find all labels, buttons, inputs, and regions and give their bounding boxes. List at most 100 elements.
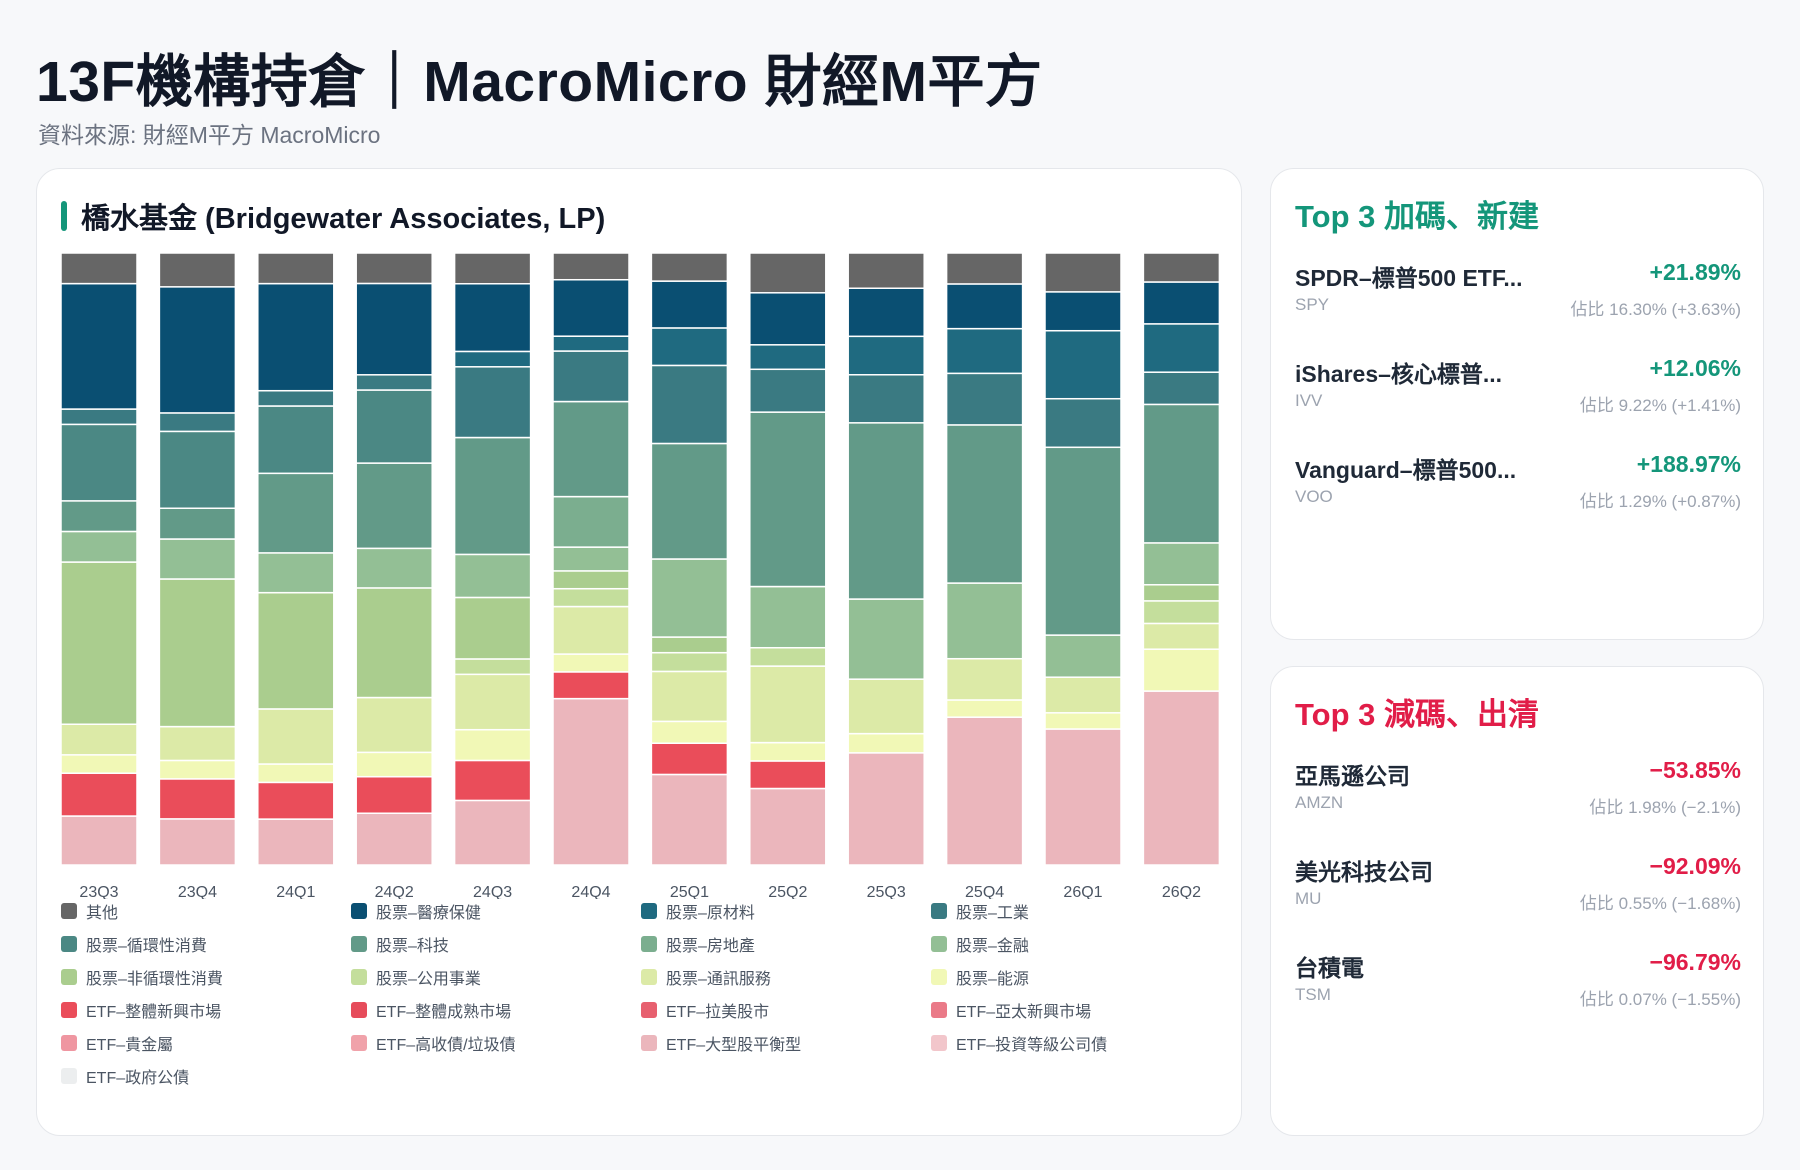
bar-segment-25Q1-20[interactable]	[650, 252, 729, 282]
bar-segment-24Q4-18[interactable]	[552, 335, 630, 352]
bar-segment-25Q4-17[interactable]	[945, 372, 1024, 426]
legend-item[interactable]: 股票–通訊服務	[641, 966, 931, 988]
legend-item[interactable]: 股票–工業	[931, 900, 1221, 922]
bar-segment-23Q4-2[interactable]	[158, 818, 237, 866]
bar-segment-24Q3-15[interactable]	[453, 436, 532, 556]
bar-segment-25Q2-19[interactable]	[749, 292, 827, 346]
bar-segment-24Q3-9[interactable]	[453, 728, 532, 762]
bar-segment-24Q4-11[interactable]	[552, 587, 630, 608]
top_increase-item[interactable]: SPDR–標普500 ETF... +21.89% SPY 佔比 16.30% (+3…	[1295, 259, 1741, 355]
bar-segment-24Q2-10[interactable]	[355, 696, 433, 754]
bar-segment-25Q3-13[interactable]	[847, 598, 925, 680]
legend-item[interactable]: 股票–能源	[931, 966, 1221, 988]
bar-segment-25Q2-11[interactable]	[749, 646, 827, 667]
bar-segment-26Q2-17[interactable]	[1142, 371, 1221, 406]
legend-item[interactable]: ETF–貴金屬	[61, 1032, 351, 1054]
top_decrease-item[interactable]: 美光科技公司 −92.09% MU 佔比 0.55% (−1.68%)	[1295, 853, 1741, 949]
bar-segment-24Q4-13[interactable]	[552, 546, 630, 572]
bar-segment-24Q3-10[interactable]	[453, 673, 532, 731]
bar-segment-26Q2-19[interactable]	[1142, 281, 1221, 325]
bar-segment-23Q4-15[interactable]	[158, 507, 237, 540]
bar-segment-24Q4-9[interactable]	[552, 653, 630, 673]
legend-item[interactable]: 股票–循環性消費	[61, 933, 351, 955]
bar-segment-24Q1-17[interactable]	[257, 389, 335, 407]
bar-segment-26Q1-13[interactable]	[1044, 634, 1122, 678]
bar-segment-26Q2-20[interactable]	[1142, 252, 1221, 283]
bar-segment-25Q1-2[interactable]	[650, 773, 729, 866]
bar-segment-26Q2-12[interactable]	[1142, 584, 1221, 602]
bar-segment-26Q2-13[interactable]	[1142, 542, 1221, 586]
bar-segment-24Q4-8[interactable]	[552, 671, 630, 700]
bar-segment-24Q3-19[interactable]	[453, 283, 532, 353]
bar-segment-25Q2-15[interactable]	[749, 411, 827, 588]
legend-item[interactable]: ETF–政府公債	[61, 1065, 351, 1087]
bar-segment-23Q4-8[interactable]	[158, 778, 237, 820]
bar-segment-25Q3-19[interactable]	[847, 287, 925, 338]
legend-item[interactable]: 股票–非循環性消費	[61, 966, 351, 988]
bar-segment-23Q3-19[interactable]	[60, 282, 138, 410]
bar-segment-25Q1-19[interactable]	[650, 280, 729, 329]
legend-item[interactable]: 股票–科技	[351, 933, 641, 955]
bar-segment-26Q2-9[interactable]	[1142, 648, 1221, 692]
bar-segment-24Q1-19[interactable]	[257, 282, 335, 392]
bar-segment-25Q1-10[interactable]	[650, 670, 729, 723]
bar-segment-24Q3-13[interactable]	[453, 553, 532, 599]
legend-item[interactable]: 其他	[61, 900, 351, 922]
top_decrease-item[interactable]: 台積電 −96.79% TSM 佔比 0.07% (−1.55%)	[1295, 949, 1741, 1045]
bar-segment-23Q3-2[interactable]	[60, 815, 138, 866]
bar-segment-24Q4-19[interactable]	[552, 278, 630, 337]
legend-item[interactable]: ETF–整體新興市場	[61, 999, 351, 1021]
bar-segment-24Q2-13[interactable]	[355, 547, 433, 589]
bar-segment-25Q1-9[interactable]	[650, 720, 729, 744]
bar-segment-25Q1-15[interactable]	[650, 442, 729, 560]
bar-segment-25Q3-17[interactable]	[847, 374, 925, 424]
bar-segment-24Q4-17[interactable]	[552, 350, 630, 403]
bar-segment-25Q1-13[interactable]	[650, 558, 729, 638]
bar-segment-24Q1-8[interactable]	[257, 781, 335, 820]
bar-segment-24Q3-20[interactable]	[453, 252, 532, 285]
bar-segment-24Q4-12[interactable]	[552, 570, 630, 590]
bar-segment-25Q2-2[interactable]	[749, 787, 827, 866]
bar-segment-25Q2-17[interactable]	[749, 368, 827, 413]
bar-segment-26Q1-15[interactable]	[1044, 446, 1122, 636]
bar-segment-23Q4-12[interactable]	[158, 578, 237, 728]
bar-segment-24Q2-12[interactable]	[355, 587, 433, 699]
bar-segment-24Q1-13[interactable]	[257, 552, 335, 594]
legend-item[interactable]: ETF–大型股平衡型	[641, 1032, 931, 1054]
bar-segment-24Q2-19[interactable]	[355, 282, 433, 376]
bar-segment-25Q4-13[interactable]	[945, 582, 1024, 660]
bar-segment-23Q3-9[interactable]	[60, 754, 138, 774]
bar-segment-24Q2-15[interactable]	[355, 462, 433, 550]
bar-segment-24Q4-2[interactable]	[552, 697, 630, 866]
bar-segment-23Q4-16[interactable]	[158, 430, 237, 510]
bar-segment-23Q4-9[interactable]	[158, 759, 237, 780]
bar-segment-24Q1-20[interactable]	[257, 252, 335, 285]
bar-segment-23Q3-16[interactable]	[60, 423, 138, 502]
bar-segment-23Q3-17[interactable]	[60, 408, 138, 426]
bar-segment-25Q4-19[interactable]	[945, 283, 1024, 330]
bar-segment-25Q3-15[interactable]	[847, 422, 925, 600]
bar-segment-24Q1-9[interactable]	[257, 763, 335, 784]
bar-segment-25Q1-18[interactable]	[650, 327, 729, 367]
bar-segment-25Q1-8[interactable]	[650, 742, 729, 776]
bar-segment-23Q4-19[interactable]	[158, 286, 237, 414]
bar-segment-23Q3-13[interactable]	[60, 530, 138, 563]
bar-segment-25Q2-13[interactable]	[749, 585, 827, 649]
top_increase-item[interactable]: iShares–核心標普... +12.06% IVV 佔比 9.22% (+1.41…	[1295, 355, 1741, 451]
bar-segment-23Q3-10[interactable]	[60, 723, 138, 756]
bar-segment-24Q3-11[interactable]	[453, 658, 532, 676]
bar-segment-26Q1-18[interactable]	[1044, 329, 1122, 400]
bar-segment-25Q1-11[interactable]	[650, 651, 729, 673]
bar-segment-24Q1-12[interactable]	[257, 591, 335, 710]
bar-segment-26Q2-18[interactable]	[1142, 323, 1221, 373]
bar-segment-25Q3-20[interactable]	[847, 252, 925, 289]
bar-segment-25Q4-10[interactable]	[945, 657, 1024, 701]
bar-segment-23Q4-20[interactable]	[158, 252, 237, 288]
bar-segment-26Q1-17[interactable]	[1044, 397, 1122, 449]
bar-segment-25Q2-9[interactable]	[749, 741, 827, 762]
bar-segment-24Q3-8[interactable]	[453, 759, 532, 802]
legend-item[interactable]: 股票–房地產	[641, 933, 931, 955]
bar-segment-23Q3-15[interactable]	[60, 500, 138, 533]
bar-segment-25Q3-10[interactable]	[847, 678, 925, 735]
bar-segment-25Q3-18[interactable]	[847, 335, 925, 376]
